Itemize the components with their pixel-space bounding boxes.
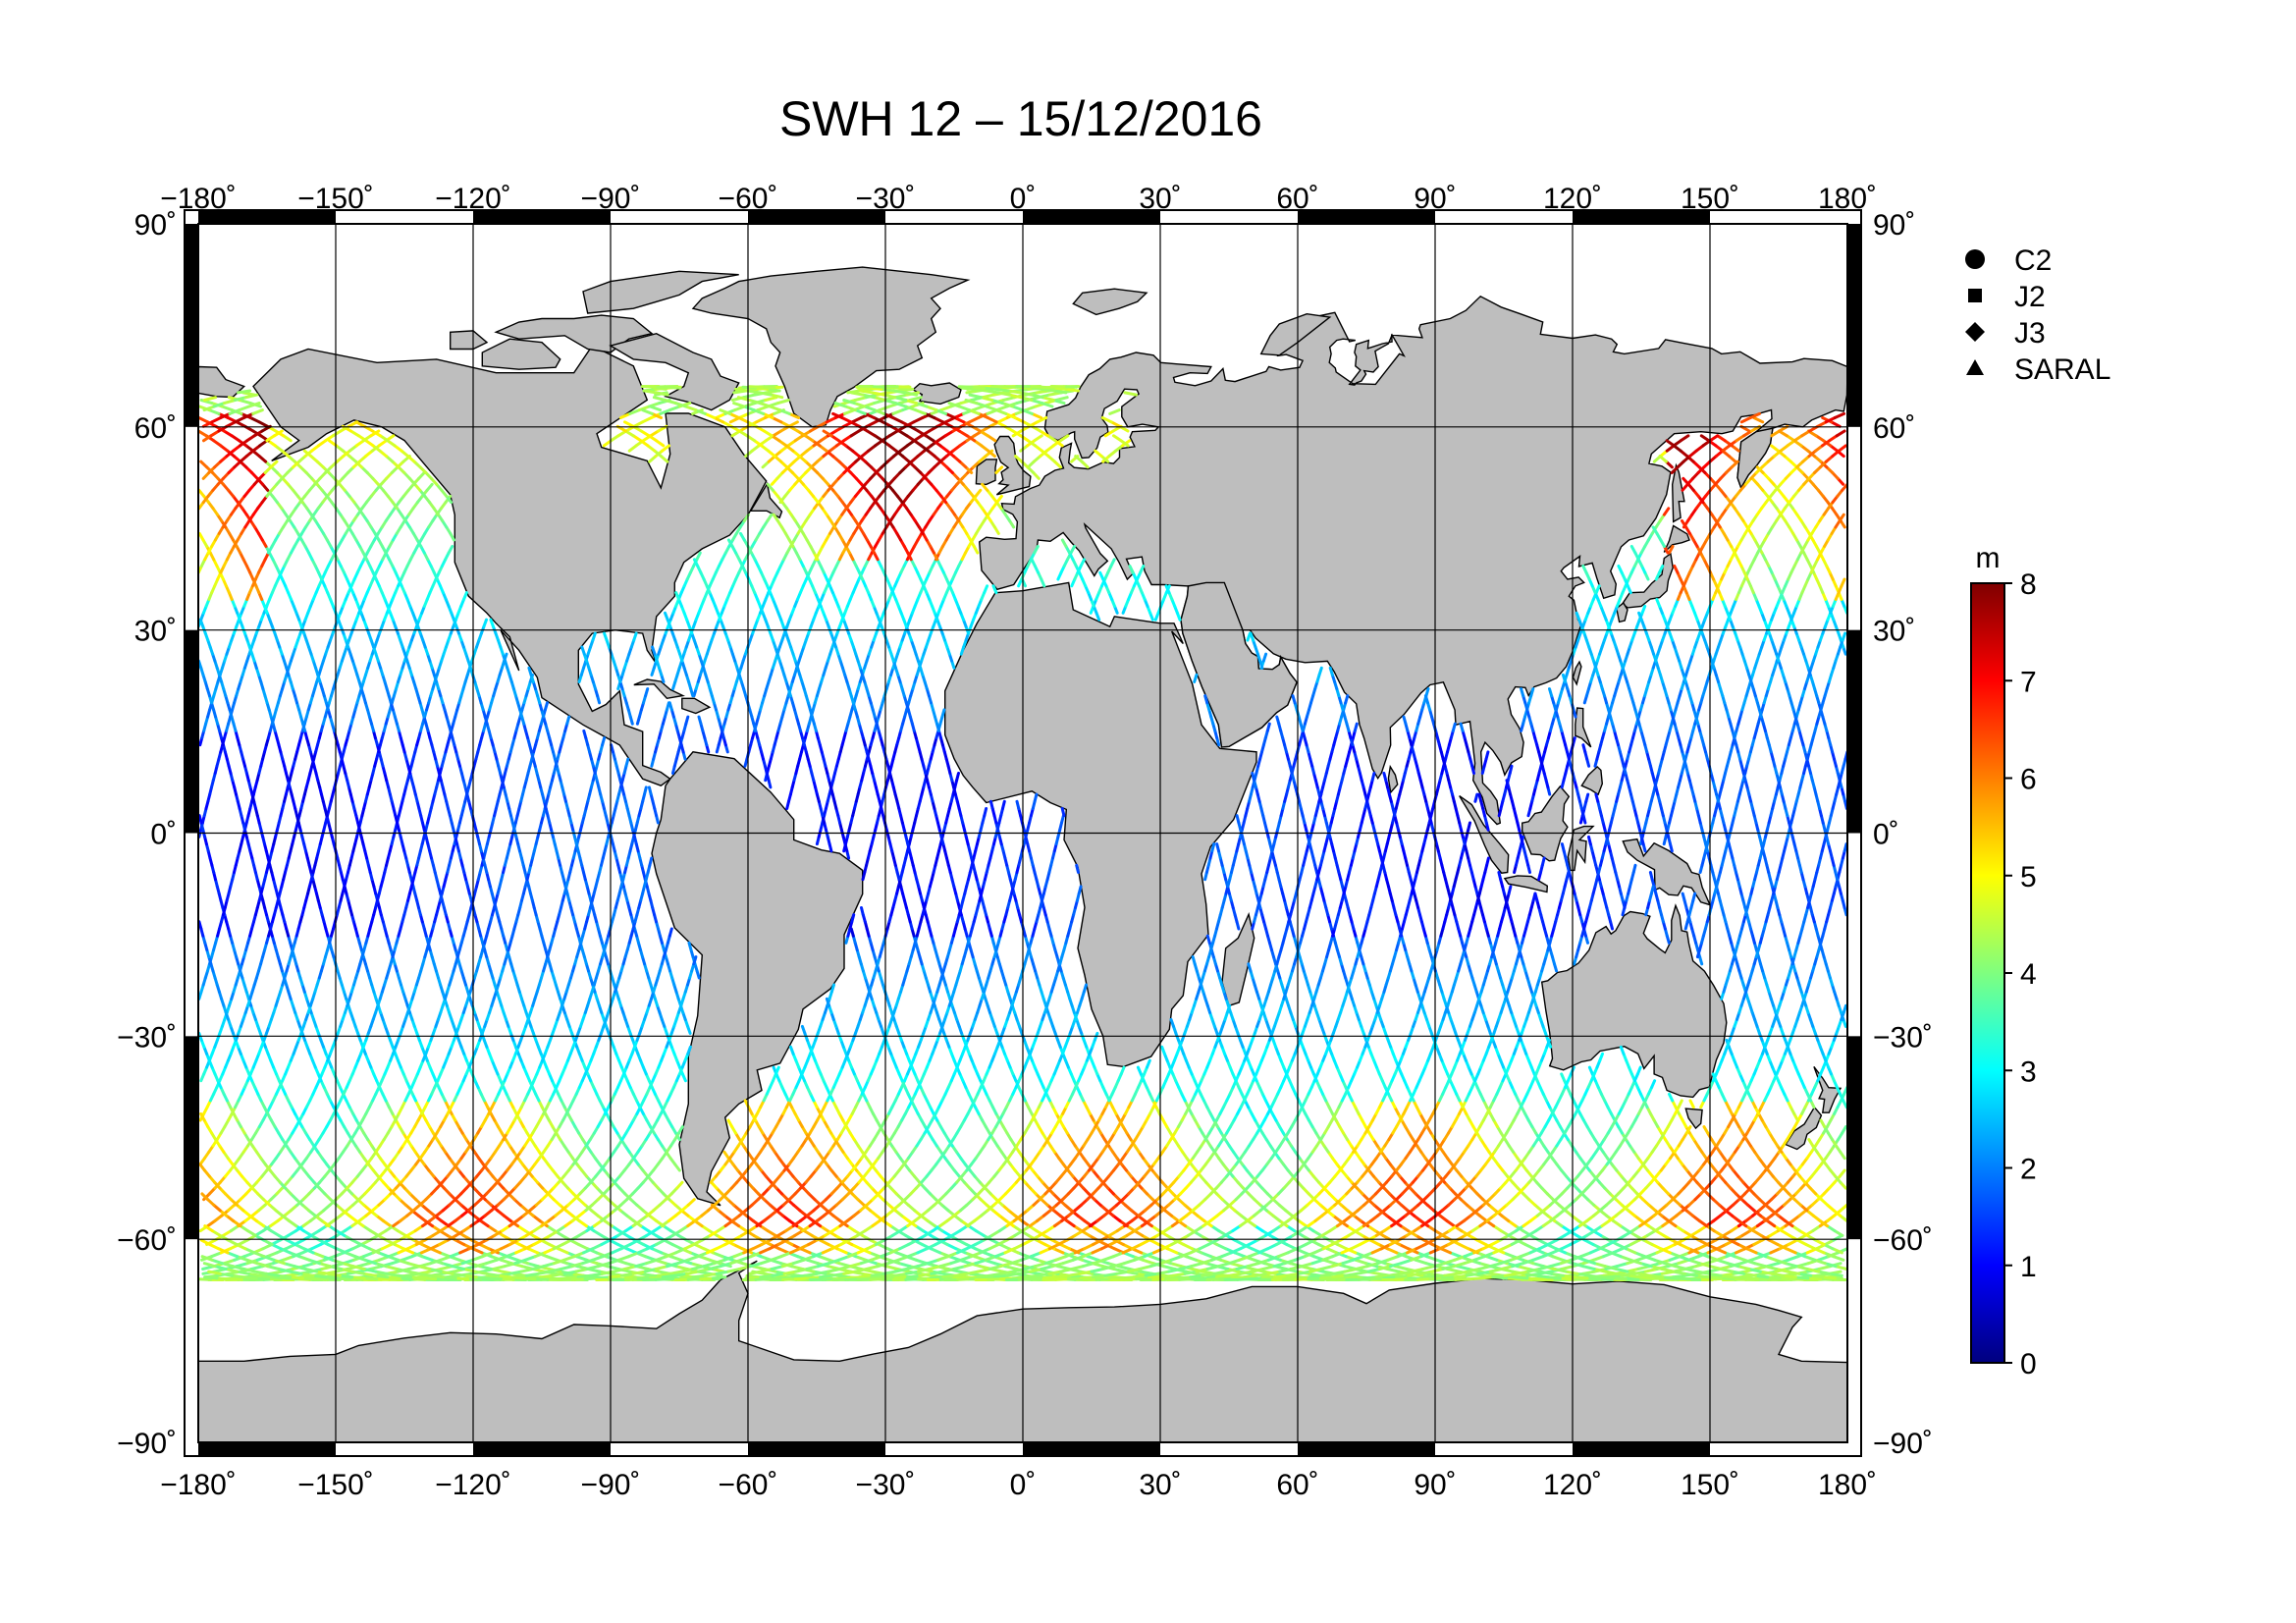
land-banks-island bbox=[450, 330, 489, 351]
land-borneo bbox=[1521, 784, 1571, 862]
land-sumatra bbox=[1459, 795, 1510, 874]
land-great-britain bbox=[993, 435, 1032, 496]
land-java bbox=[1503, 875, 1549, 893]
swh-track-segment bbox=[1645, 1229, 1657, 1237]
swh-track-segment bbox=[648, 856, 654, 867]
swh-track-segment bbox=[447, 1224, 457, 1233]
swh-track-segment bbox=[438, 1251, 452, 1259]
swh-track-segment bbox=[849, 927, 855, 938]
land-victoria-island bbox=[481, 338, 561, 370]
land-arabia-gap-fix bbox=[1180, 581, 1298, 748]
swh-track-segment bbox=[1560, 1265, 1575, 1271]
swh-track-segment bbox=[1722, 1229, 1734, 1237]
swh-track-segment bbox=[527, 666, 533, 676]
swh-track-segment bbox=[1592, 1255, 1605, 1262]
swh-track-segment bbox=[667, 927, 673, 938]
swh-track-segment bbox=[198, 814, 203, 825]
land-new-zealand-south bbox=[1784, 1106, 1823, 1151]
land-canadian-arctic-2 bbox=[582, 270, 739, 314]
swh-track-segment bbox=[471, 1247, 484, 1255]
swh-track-segment bbox=[1629, 1238, 1641, 1246]
land-new-guinea bbox=[1622, 838, 1712, 906]
land-japan-honshu bbox=[1621, 552, 1674, 609]
land-tasmania bbox=[1684, 1108, 1703, 1130]
swh-track-segment bbox=[431, 1224, 442, 1233]
swh-track-segment bbox=[454, 1238, 466, 1246]
land-cuba bbox=[633, 678, 685, 700]
swh-track-segment bbox=[601, 736, 607, 747]
swh-track-segment bbox=[687, 941, 693, 951]
land-baffin bbox=[609, 332, 740, 411]
swh-track-segment bbox=[506, 1255, 519, 1262]
land-kamchatka-fix bbox=[1736, 427, 1774, 490]
swh-track-segment bbox=[543, 701, 549, 712]
swh-track-segment bbox=[1842, 842, 1847, 853]
swh-track-segment bbox=[1611, 1247, 1624, 1255]
swh-track-segment bbox=[643, 785, 648, 796]
swh-track-segment bbox=[697, 715, 703, 726]
land-australia bbox=[1540, 903, 1728, 1099]
land-japan-hokkaido bbox=[1663, 524, 1690, 553]
swh-track-segment bbox=[965, 389, 981, 395]
land-mindanao bbox=[1580, 765, 1604, 796]
swh-track-segment bbox=[396, 1229, 407, 1237]
swh-track-segment bbox=[692, 955, 698, 966]
swh-track-segment bbox=[565, 715, 571, 726]
land-new-zealand-north bbox=[1813, 1065, 1842, 1113]
swh-track-segment bbox=[417, 471, 426, 480]
land-greenland bbox=[691, 266, 971, 428]
swh-track-segment bbox=[647, 785, 653, 796]
land-svalbard bbox=[1072, 288, 1148, 316]
land-sakhalin bbox=[1671, 462, 1685, 523]
land-taiwan bbox=[1572, 660, 1582, 686]
swh-track-segment bbox=[1581, 1270, 1596, 1275]
land-chukotka-east bbox=[198, 365, 246, 399]
swh-track-segment bbox=[667, 701, 673, 712]
swh-track-segment bbox=[1645, 1251, 1659, 1259]
land-ireland bbox=[975, 459, 998, 486]
land-north-america bbox=[252, 345, 768, 786]
swh-track-segment bbox=[526, 1262, 540, 1269]
swh-track-segment bbox=[1615, 1262, 1629, 1269]
land-kyushu bbox=[1616, 602, 1629, 623]
swh-track-segment bbox=[1750, 476, 1760, 486]
land-philippines-luzon bbox=[1575, 707, 1592, 748]
swh-track-segment bbox=[1689, 1229, 1701, 1237]
swh-tracks-layer bbox=[198, 385, 1847, 1281]
swh-track-segment bbox=[1699, 434, 1711, 443]
swh-track-segment bbox=[644, 687, 650, 698]
swh-track-segment bbox=[610, 743, 614, 754]
land-novaya-zemlya bbox=[1259, 312, 1332, 356]
swh-track-segment bbox=[478, 1243, 491, 1251]
swh-track-segment bbox=[1730, 1224, 1740, 1233]
swh-track-segment bbox=[1697, 1224, 1708, 1233]
land-south-america bbox=[651, 751, 864, 1207]
swh-track-segment bbox=[1842, 1003, 1847, 1014]
land-hispaniola bbox=[681, 697, 712, 715]
swh-track-segment bbox=[684, 715, 690, 726]
land-sri-lanka bbox=[1387, 764, 1399, 794]
map-title: SWH 12 – 15/12/2016 bbox=[779, 91, 1262, 146]
land-canadian-arctic-1 bbox=[494, 314, 654, 353]
swh-track-segment bbox=[1636, 1265, 1651, 1271]
swh-track-segment bbox=[624, 757, 630, 768]
swh-track-segment bbox=[1664, 1243, 1677, 1251]
swh-track-segment bbox=[500, 1258, 513, 1266]
swh-track-segment bbox=[582, 729, 588, 740]
